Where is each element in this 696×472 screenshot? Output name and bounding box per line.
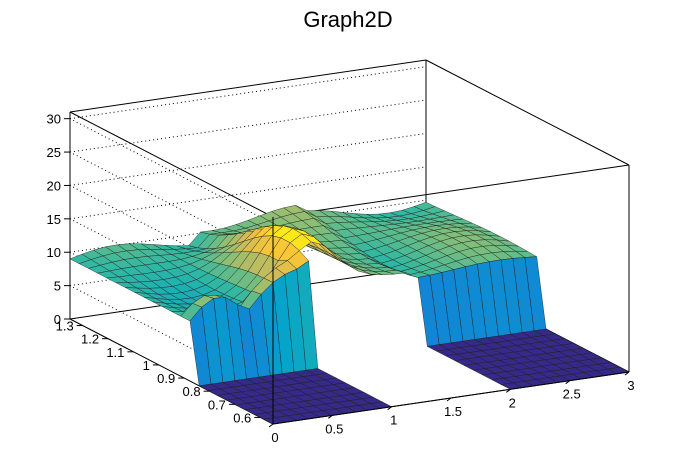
y-tick-label: 0.9 — [157, 371, 175, 386]
x-tick-label: 0 — [271, 430, 278, 445]
z-grid-line — [69, 132, 427, 186]
z-tick-label: 25 — [47, 145, 61, 160]
y-tick-label: 0.8 — [183, 384, 201, 399]
x-tick-label: 2.5 — [563, 387, 581, 402]
x-tick-mark — [268, 423, 274, 428]
y-tick-label: 1.3 — [56, 319, 74, 334]
frame-edge — [425, 59, 630, 166]
y-tick-label: 0.7 — [208, 397, 226, 412]
x-tick-mark — [624, 371, 630, 376]
x-tick-label: 2 — [509, 395, 516, 410]
z-tick-label: 30 — [47, 112, 61, 127]
axis-ticks: 00.511.522.530.60.70.80.911.11.21.305101… — [47, 112, 635, 445]
y-tick-label: 1.1 — [106, 345, 124, 360]
z-tick-label: 5 — [54, 279, 61, 294]
y-tick-label: 0.6 — [233, 410, 251, 425]
x-tick-label: 3 — [627, 378, 634, 393]
z-tick-label: 10 — [47, 245, 61, 260]
y-tick-label: 1.2 — [81, 332, 99, 347]
x-tick-mark — [387, 406, 392, 411]
z-grid-line — [69, 66, 427, 120]
x-tick-label: 0.5 — [325, 421, 343, 436]
z-tick-label: 20 — [47, 179, 61, 194]
frame-edge — [272, 164, 630, 218]
y-tick-label: 1 — [143, 358, 150, 373]
frame-edge — [69, 111, 274, 218]
z-tick-label: 15 — [47, 212, 61, 227]
x-tick-label: 1 — [390, 413, 397, 428]
x-tick-label: 1.5 — [444, 404, 462, 419]
x-tick-mark — [506, 388, 511, 393]
z-tick-label: 0 — [54, 312, 61, 327]
x-tick-mark — [446, 397, 452, 402]
z-grid-line — [69, 99, 427, 153]
chart-title: Graph2D — [303, 7, 392, 32]
x-tick-mark — [565, 380, 570, 385]
z-grid-line — [69, 118, 274, 225]
surface — [69, 201, 630, 425]
x-tick-mark — [328, 414, 333, 419]
frame-edge — [69, 59, 427, 113]
